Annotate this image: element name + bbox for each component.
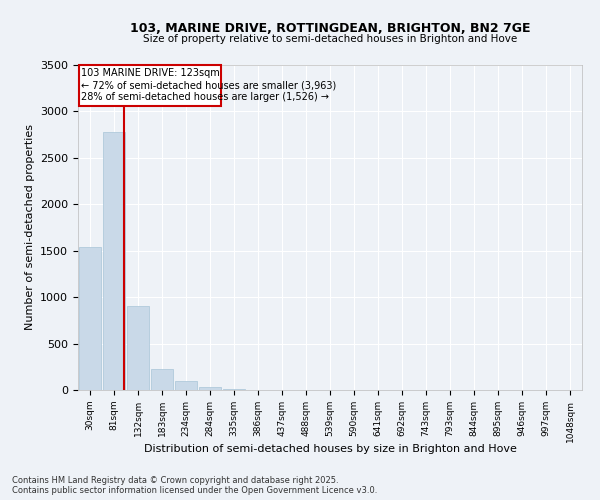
- Bar: [223, 389, 245, 390]
- Text: 28% of semi-detached houses are larger (1,526) →: 28% of semi-detached houses are larger (…: [81, 92, 329, 102]
- Y-axis label: Number of semi-detached properties: Number of semi-detached properties: [25, 124, 35, 330]
- Bar: [127, 306, 149, 390]
- Bar: [151, 368, 173, 390]
- X-axis label: Distribution of semi-detached houses by size in Brighton and Hove: Distribution of semi-detached houses by …: [143, 444, 517, 454]
- Text: Size of property relative to semi-detached houses in Brighton and Hove: Size of property relative to semi-detach…: [143, 34, 517, 44]
- FancyBboxPatch shape: [79, 65, 221, 106]
- Bar: [79, 247, 101, 390]
- Text: 103 MARINE DRIVE: 123sqm: 103 MARINE DRIVE: 123sqm: [81, 68, 220, 78]
- Bar: [199, 387, 221, 390]
- Bar: [175, 381, 197, 390]
- Bar: [103, 132, 125, 390]
- Text: ← 72% of semi-detached houses are smaller (3,963): ← 72% of semi-detached houses are smalle…: [81, 80, 337, 90]
- Text: 103, MARINE DRIVE, ROTTINGDEAN, BRIGHTON, BN2 7GE: 103, MARINE DRIVE, ROTTINGDEAN, BRIGHTON…: [130, 22, 530, 36]
- Text: Contains HM Land Registry data © Crown copyright and database right 2025.
Contai: Contains HM Land Registry data © Crown c…: [12, 476, 377, 495]
